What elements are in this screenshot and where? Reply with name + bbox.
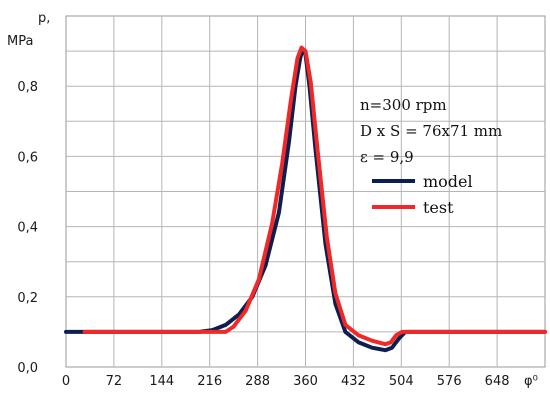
- x-tick-label: 144: [149, 374, 174, 389]
- y-tick-label: 0,8: [17, 80, 38, 95]
- y-tick-label: 0,0: [17, 361, 38, 376]
- x-tick-label: 648: [485, 374, 510, 389]
- x-tick-label: 576: [437, 374, 462, 389]
- annotation-block: n=300 rpm D x S = 76x71 mm ε = 9,9: [360, 96, 502, 166]
- x-tick-label: 72: [106, 374, 123, 389]
- y-tick-label: 0,4: [17, 221, 38, 236]
- y-axis-label-line2: MPa: [7, 34, 33, 49]
- series-line-test: [82, 45, 547, 347]
- legend-label-model: model: [423, 172, 473, 191]
- x-tick-label: 288: [245, 374, 270, 389]
- annotation-bore-stroke: D x S = 76x71 mm: [360, 122, 502, 140]
- series-lines: [64, 45, 547, 353]
- x-axis-label: φ⁰: [524, 374, 538, 389]
- x-tick-label: 504: [389, 374, 414, 389]
- x-tick-label: 432: [341, 374, 366, 389]
- annotation-compression-ratio: ε = 9,9: [360, 148, 414, 166]
- y-tick-label: 0,2: [17, 291, 38, 306]
- legend-label-test: test: [423, 198, 454, 217]
- tick-labels: 0 72 144 216 288 360 432 504 576 648 0,0 0,2 0,4 0,6 0…: [17, 80, 509, 389]
- legend: model test: [372, 172, 473, 217]
- x-tick-label: 0: [62, 374, 70, 389]
- y-axis-label-line1: p,: [38, 11, 50, 26]
- x-tick-label: 216: [197, 374, 222, 389]
- y-tick-label: 0,6: [17, 150, 38, 165]
- annotation-speed: n=300 rpm: [360, 96, 447, 114]
- x-tick-label: 360: [293, 374, 318, 389]
